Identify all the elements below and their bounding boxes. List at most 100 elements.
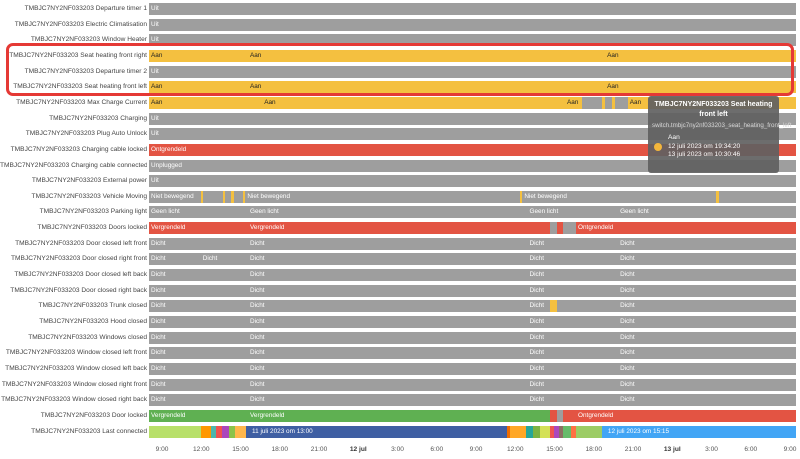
state-segment[interactable] <box>211 425 217 438</box>
state-segment[interactable] <box>719 190 796 203</box>
state-track[interactable]: Niet bewegend Niet bewegend Niet bewegend <box>149 190 796 203</box>
state-segment[interactable] <box>149 378 796 391</box>
state-segment[interactable] <box>149 18 796 31</box>
state-segment[interactable] <box>550 300 557 313</box>
state-track[interactable]: Dicht Dicht Dicht Dicht <box>149 269 796 282</box>
state-segment[interactable] <box>556 300 796 313</box>
state-segment[interactable] <box>149 300 551 313</box>
state-track[interactable]: Uit <box>149 175 796 188</box>
state-segment[interactable] <box>242 190 246 203</box>
row-label[interactable]: TMBJC7NY2NF033203 Door locked <box>40 411 147 419</box>
row-label[interactable]: TMBJC7NY2NF033203 Parking light <box>39 208 147 216</box>
state-segment[interactable] <box>558 425 564 438</box>
state-segment[interactable] <box>601 425 796 438</box>
state-segment[interactable] <box>520 190 523 203</box>
state-segment[interactable] <box>522 190 717 203</box>
state-segment[interactable] <box>200 190 204 203</box>
state-segment[interactable] <box>149 269 796 282</box>
state-segment[interactable] <box>576 222 796 235</box>
state-segment[interactable] <box>149 347 796 360</box>
state-track[interactable]: Dicht Dicht Dicht Dicht <box>149 300 796 313</box>
state-track[interactable]: Dicht Dicht Dicht Dicht Dicht <box>149 253 796 266</box>
state-segment[interactable] <box>149 425 201 438</box>
state-segment[interactable] <box>149 81 796 94</box>
state-segment[interactable] <box>149 284 796 297</box>
state-segment[interactable] <box>149 206 796 219</box>
state-segment[interactable] <box>556 409 564 422</box>
state-segment[interactable] <box>203 190 223 203</box>
state-track[interactable]: Dicht Dicht Dicht Dicht <box>149 237 796 250</box>
state-segment[interactable] <box>550 222 557 235</box>
state-track[interactable]: Dicht Dicht Dicht Dicht <box>149 378 796 391</box>
state-segment[interactable] <box>149 362 796 375</box>
state-track[interactable]: Uit <box>149 65 796 78</box>
state-track[interactable]: Dicht Dicht Dicht Dicht <box>149 331 796 344</box>
state-segment[interactable] <box>540 425 551 438</box>
state-segment[interactable] <box>246 425 507 438</box>
state-segment[interactable] <box>563 409 577 422</box>
state-segment[interactable] <box>233 190 243 203</box>
state-track[interactable]: Dicht Dicht Dicht Dicht <box>149 316 796 328</box>
state-segment[interactable] <box>149 143 796 156</box>
state-segment[interactable] <box>149 316 796 328</box>
state-track[interactable]: Uit <box>149 112 796 125</box>
state-track[interactable]: Dicht Dicht Dicht Dicht <box>149 394 796 407</box>
state-segment[interactable] <box>563 425 571 438</box>
row-label[interactable]: TMBJC7NY2NF033203 Hood closed <box>39 318 147 325</box>
row-label[interactable]: TMBJC7NY2NF033203 Vehicle Moving <box>31 192 147 200</box>
row-label[interactable]: TMBJC7NY2NF033203 Max Charge Current <box>16 98 147 106</box>
row-label[interactable]: TMBJC7NY2NF033203 Window closed left bac… <box>5 364 147 372</box>
state-segment[interactable] <box>611 96 615 109</box>
state-segment[interactable] <box>601 96 606 109</box>
state-segment[interactable] <box>550 409 557 422</box>
state-segment[interactable] <box>149 331 796 344</box>
row-label[interactable]: TMBJC7NY2NF033203 Window closed right fr… <box>1 380 147 388</box>
state-track[interactable]: Vergrendeld Ontgrendeld Vergrendeld <box>149 409 796 422</box>
state-segment[interactable] <box>149 34 796 47</box>
state-segment[interactable] <box>506 425 511 438</box>
row-label[interactable]: TMBJC7NY2NF033203 Door closed right fron… <box>11 255 147 263</box>
row-label[interactable]: TMBJC7NY2NF033203 Door closed left back <box>14 271 147 279</box>
state-track[interactable]: Unplugged <box>149 159 796 172</box>
state-track[interactable]: Aan Aan Aan <box>149 49 796 62</box>
row-label[interactable]: TMBJC7NY2NF033203 Seat heating front lef… <box>13 83 147 91</box>
state-segment[interactable] <box>716 190 719 203</box>
state-segment[interactable] <box>149 237 796 250</box>
state-segment[interactable] <box>149 222 551 235</box>
state-segment[interactable] <box>614 96 628 109</box>
state-segment[interactable] <box>222 190 226 203</box>
state-segment[interactable] <box>510 425 527 438</box>
state-track[interactable]: Dicht Dicht Dicht Dicht <box>149 347 796 360</box>
state-segment[interactable] <box>149 49 796 62</box>
state-segment[interactable] <box>605 96 612 109</box>
row-label[interactable]: TMBJC7NY2NF033203 External power <box>31 177 147 185</box>
state-track[interactable]: Vergrendeld Ontgrendeld Vergrendeld <box>149 222 796 235</box>
state-segment[interactable] <box>563 222 577 235</box>
state-segment[interactable] <box>576 409 796 422</box>
state-segment[interactable] <box>526 425 533 438</box>
state-track[interactable]: Dicht Dicht Dicht Dicht <box>149 362 796 375</box>
state-segment[interactable] <box>149 3 796 15</box>
state-segment[interactable] <box>149 409 551 422</box>
state-segment[interactable] <box>149 159 796 172</box>
state-segment[interactable] <box>570 425 577 438</box>
state-track[interactable]: Uit <box>149 34 796 47</box>
state-segment[interactable] <box>200 425 212 438</box>
row-label[interactable]: TMBJC7NY2NF033203 Trunk closed <box>38 302 147 310</box>
state-segment[interactable] <box>149 112 796 125</box>
state-segment[interactable] <box>225 190 232 203</box>
state-segment[interactable] <box>149 65 796 78</box>
state-segment[interactable] <box>245 190 521 203</box>
state-segment[interactable] <box>149 253 796 266</box>
state-track[interactable]: Dicht Dicht Dicht Dicht <box>149 284 796 297</box>
state-segment[interactable] <box>554 425 559 438</box>
state-track[interactable]: Uit <box>149 3 796 15</box>
row-label[interactable]: TMBJC7NY2NF033203 Window closed left fro… <box>5 349 147 357</box>
row-label[interactable]: TMBJC7NY2NF033203 Charging cable locked <box>10 145 147 153</box>
state-track[interactable]: Geen licht Geen licht Geen licht Geen licht <box>149 206 796 219</box>
row-label[interactable]: TMBJC7NY2NF033203 Door closed left front <box>15 239 147 247</box>
state-segment[interactable] <box>582 96 602 109</box>
row-label[interactable]: TMBJC7NY2NF033203 Departure timer 1 <box>24 5 147 12</box>
state-segment[interactable] <box>149 128 796 141</box>
row-label[interactable]: TMBJC7NY2NF033203 Seat heating front rig… <box>9 51 147 59</box>
